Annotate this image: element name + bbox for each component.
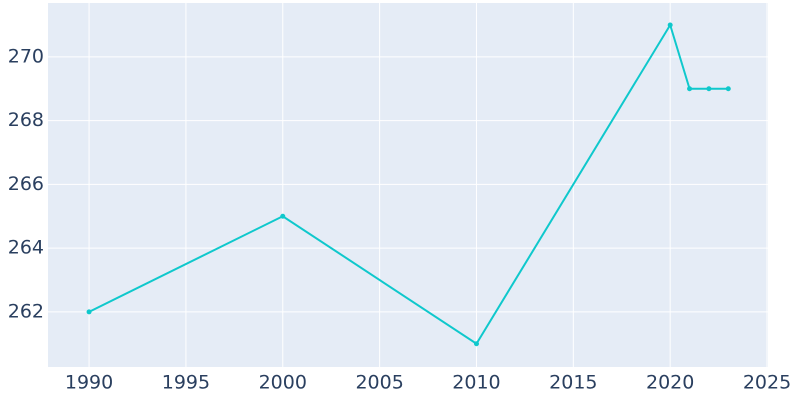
point: [725, 86, 731, 92]
point: [687, 86, 693, 92]
x-tick-label: 2010: [452, 372, 500, 394]
x-tick-label: 1995: [162, 372, 210, 394]
y-tick-label: 262: [8, 300, 44, 322]
x-tick-label: 1990: [65, 372, 113, 394]
point: [280, 213, 286, 219]
point: [86, 309, 92, 315]
y-tick-label: 266: [8, 173, 44, 195]
x-tick-label: 2000: [259, 372, 307, 394]
point: [473, 341, 479, 347]
point: [667, 22, 673, 28]
y-tick-label: 268: [8, 109, 44, 131]
x-tick-label: 2015: [549, 372, 597, 394]
x-tick-label: 2005: [355, 372, 403, 394]
y-tick-label: 264: [8, 237, 44, 259]
point: [706, 86, 712, 92]
y-tick-label: 270: [8, 45, 44, 67]
plot-area: [48, 3, 768, 367]
x-tick-label: 2020: [646, 372, 694, 394]
x-tick-label: 2025: [743, 372, 791, 394]
